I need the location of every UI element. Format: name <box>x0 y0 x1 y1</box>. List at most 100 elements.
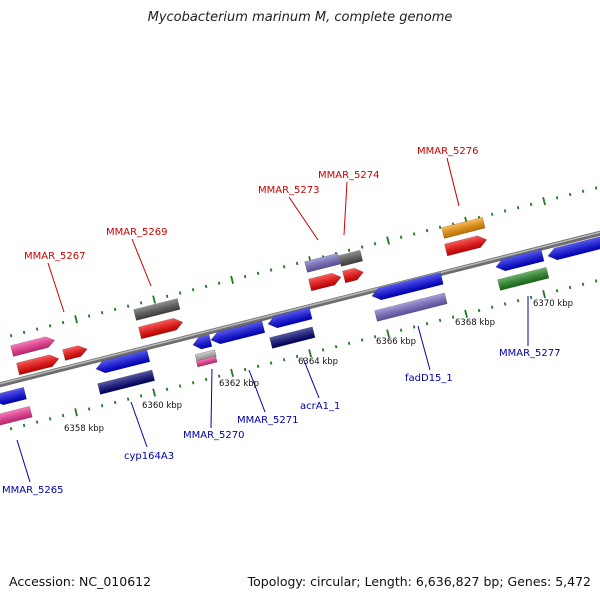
lower-rail-minor-tick <box>438 318 442 323</box>
gene-mmar5270-gray <box>194 349 217 362</box>
gene-label-mmar5277[interactable]: MMAR_5277 <box>499 348 561 359</box>
lower-rail-major-tick <box>308 349 312 358</box>
gene-mmar5265 <box>0 386 27 406</box>
gene-cyp164a3-dark <box>97 369 156 395</box>
tick-label-6358: 6358 kbp <box>64 424 104 434</box>
lower-rail-major-tick <box>230 368 234 377</box>
gene-mmar5277 <box>495 249 545 272</box>
gene-mmar5273-shade <box>308 273 342 291</box>
upper-rail-minor-tick <box>581 189 585 193</box>
gene-mmar5265-pink-shade <box>0 406 33 427</box>
gene-label-mmar5269[interactable]: MMAR_5269 <box>106 227 168 238</box>
upper-rail-minor-tick <box>87 314 91 318</box>
upper-rail-minor-tick <box>503 209 507 213</box>
upper-rail-minor-tick <box>516 206 520 210</box>
lower-rail-minor-tick <box>555 289 559 293</box>
lower-rail-minor-tick <box>334 344 338 349</box>
gene-mmar5273-purple <box>304 252 341 273</box>
lower-rail-major-tick <box>386 329 390 338</box>
lower-rail-minor-tick <box>425 321 429 326</box>
gene-label-mmar5273[interactable]: MMAR_5273 <box>258 185 320 196</box>
lower-rail-minor-tick <box>412 325 416 329</box>
upper-rail-minor-tick <box>360 245 364 249</box>
upper-rail-major-tick <box>542 197 546 206</box>
gene-mmar5269-gray-shade <box>133 298 180 321</box>
gene-fadd15 <box>371 272 444 301</box>
upper-rail-minor-tick <box>399 235 403 239</box>
lower-rail-minor-tick <box>451 315 455 319</box>
map-title: Mycobacterium marinum M, complete genome <box>147 10 453 25</box>
upper-rail-minor-tick <box>594 186 598 190</box>
lower-rail-minor-tick <box>399 328 403 332</box>
lower-rail-minor-tick <box>503 302 507 306</box>
lower-rail-major-tick <box>74 408 78 417</box>
lower-rail-major-tick <box>542 290 546 299</box>
gene-label-mmar5265[interactable]: MMAR_5265 <box>2 485 64 496</box>
gene-mmar5267b-shade <box>62 345 88 361</box>
gene-label-cyp164a3[interactable]: cyp164A3 <box>124 451 174 462</box>
tick-label-6370: 6370 kbp <box>533 299 573 309</box>
upper-rail-minor-tick <box>178 291 182 295</box>
upper-rail-minor-tick <box>425 228 429 233</box>
gene-mmar5267 <box>16 354 60 376</box>
gene-mmar5265-pink <box>0 406 33 427</box>
tick-label-6364: 6364 kbp <box>298 357 338 367</box>
gene-mmar5265-shade <box>0 387 27 405</box>
gene-mmar5273 <box>308 272 342 292</box>
gene-mmar5267b <box>62 345 88 361</box>
upper-rail-minor-tick <box>347 248 351 253</box>
gene-mmar5271-shade <box>211 320 265 344</box>
lower-rail-minor-tick <box>100 404 104 408</box>
gene-acra1 <box>267 307 313 329</box>
gene-mmar5277-shade <box>496 249 545 271</box>
upper-rail-minor-tick <box>9 334 13 338</box>
upper-rail-minor-tick <box>373 242 377 246</box>
genome-summary-text: Topology: circular; Length: 6,636,827 bp… <box>247 574 591 589</box>
lower-rail-minor-tick <box>61 413 65 418</box>
leader-mmar5267 <box>47 262 65 313</box>
lower-rail-minor-tick <box>126 397 130 401</box>
lower-rail-minor-tick <box>347 341 351 346</box>
gene-label-mmar5271[interactable]: MMAR_5271 <box>237 415 299 426</box>
upper-rail-major-tick <box>152 295 156 304</box>
upper-rail-minor-tick <box>438 225 442 230</box>
gene-mmar5273-purple-shade <box>304 253 341 273</box>
lower-rail-minor-tick <box>529 295 533 300</box>
gene-mmar5276-shade <box>444 235 487 256</box>
gene-mmar5270 <box>192 334 213 350</box>
gene-mmar5276 <box>444 235 488 257</box>
leader-mmar5276 <box>446 157 460 207</box>
tick-label-6366: 6366 kbp <box>376 337 416 347</box>
tick-label-6362: 6362 kbp <box>219 379 259 389</box>
gene-label-mmar5270[interactable]: MMAR_5270 <box>183 430 245 441</box>
forward-genes <box>10 217 488 376</box>
upper-rail-minor-tick <box>295 261 299 266</box>
accession-text: Accession: NC_010612 <box>9 574 152 589</box>
upper-rail-major-tick <box>74 315 78 324</box>
lower-rail-minor-tick <box>178 384 182 388</box>
gene-fadd15-purple <box>374 292 448 322</box>
gene-mmar5274-gray-shade <box>338 250 363 267</box>
gene-fadd15-purple-shade <box>374 293 448 322</box>
lower-rail-minor-tick <box>204 377 208 382</box>
lower-rail-minor-tick <box>269 361 273 365</box>
gene-label-mmar5276[interactable]: MMAR_5276 <box>417 146 479 157</box>
gene-label-fadd15[interactable]: fadD15_1 <box>405 373 453 384</box>
gene-mmar5270-pink <box>195 355 218 368</box>
upper-rail-minor-tick <box>191 288 195 292</box>
lower-rail-minor-tick <box>87 407 91 411</box>
upper-rail-minor-tick <box>61 320 65 325</box>
lower-rail-minor-tick <box>256 364 260 369</box>
lower-rail-minor-tick <box>360 338 364 342</box>
leader-mmar5270 <box>210 368 213 429</box>
gene-label-mmar5274[interactable]: MMAR_5274 <box>318 170 380 181</box>
gene-label-acra1[interactable]: acrA1_1 <box>300 401 340 412</box>
gene-label-mmar5267[interactable]: MMAR_5267 <box>24 251 86 262</box>
gene-mmar5269-gray <box>133 298 181 321</box>
gene-cyp164a3 <box>95 349 151 374</box>
gene-mmar5274 <box>342 267 364 284</box>
leader-fadd15 <box>417 325 431 371</box>
lower-rail-minor-tick <box>35 420 39 424</box>
leader-mmar5273 <box>288 196 319 241</box>
gene-mmar5270-gray-shade <box>195 349 217 362</box>
